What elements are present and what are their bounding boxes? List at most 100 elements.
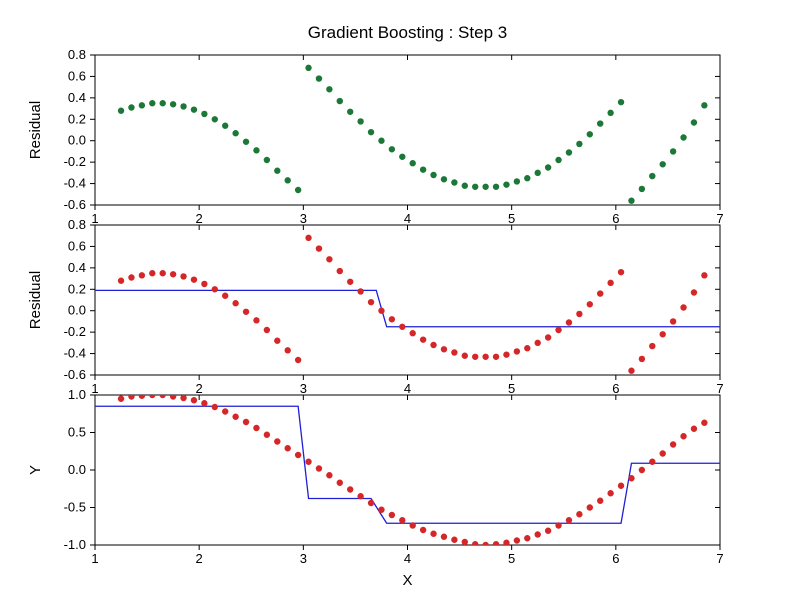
scatter-point	[139, 102, 145, 108]
scatter-point	[649, 173, 655, 179]
scatter-point	[305, 459, 311, 465]
chart-svg: Gradient Boosting : Step 31234567-0.6-0.…	[0, 0, 800, 600]
scatter-point	[264, 157, 270, 163]
scatter-point	[337, 480, 343, 486]
y-tick-label: 0.6	[68, 68, 86, 83]
x-tick-label: 5	[508, 551, 515, 566]
x-tick-label: 2	[196, 381, 203, 396]
x-tick-label: 7	[716, 381, 723, 396]
scatter-point	[576, 511, 582, 517]
scatter-point	[576, 311, 582, 317]
scatter-point	[430, 342, 436, 348]
scatter-point	[701, 420, 707, 426]
scatter-point	[160, 392, 166, 398]
y-axis-label: Residual	[27, 101, 44, 159]
scatter-point	[472, 184, 478, 190]
scatter-point	[545, 528, 551, 534]
scatter-point	[462, 183, 468, 189]
scatter-point	[295, 357, 301, 363]
scatter-point	[618, 483, 624, 489]
scatter-point	[232, 300, 238, 306]
scatter-point	[128, 393, 134, 399]
scatter-point	[243, 139, 249, 145]
scatter-point	[555, 327, 561, 333]
scatter-point	[160, 270, 166, 276]
scatter-point	[212, 286, 218, 292]
scatter-point	[670, 148, 676, 154]
y-tick-label: 0.5	[68, 425, 86, 440]
y-tick-label: -0.2	[64, 324, 86, 339]
y-tick-label: 1.0	[68, 387, 86, 402]
scatter-point	[316, 465, 322, 471]
scatter-point	[337, 268, 343, 274]
x-tick-label: 3	[300, 551, 307, 566]
scatter-point	[420, 166, 426, 172]
scatter-point	[305, 235, 311, 241]
scatter-point	[316, 75, 322, 81]
panel-0: 1234567-0.6-0.4-0.20.00.20.40.60.8Residu…	[27, 47, 724, 226]
scatter-point	[462, 539, 468, 545]
y-tick-label: 0.2	[68, 281, 86, 296]
scatter-point	[180, 273, 186, 279]
x-tick-label: 7	[716, 551, 723, 566]
scatter-point	[503, 540, 509, 546]
scatter-point	[649, 343, 655, 349]
scatter-point	[347, 279, 353, 285]
scatter-point	[389, 146, 395, 152]
x-tick-label: 1	[91, 211, 98, 226]
y-tick-label: -0.4	[64, 346, 86, 361]
scatter-point	[597, 120, 603, 126]
y-tick-label: 0.8	[68, 47, 86, 62]
scatter-point	[316, 245, 322, 251]
scatter-series	[118, 235, 708, 374]
scatter-point	[587, 504, 593, 510]
scatter-point	[503, 181, 509, 187]
scatter-point	[295, 187, 301, 193]
x-tick-label: 5	[508, 211, 515, 226]
scatter-point	[482, 184, 488, 190]
y-tick-label: -0.5	[64, 500, 86, 515]
scatter-point	[535, 170, 541, 176]
scatter-point	[201, 400, 207, 406]
y-tick-label: 0.2	[68, 111, 86, 126]
scatter-point	[285, 177, 291, 183]
x-tick-label: 6	[612, 551, 619, 566]
scatter-point	[503, 351, 509, 357]
scatter-point	[482, 542, 488, 548]
scatter-point	[191, 106, 197, 112]
scatter-point	[410, 160, 416, 166]
x-tick-label: 6	[612, 381, 619, 396]
y-tick-label: -0.6	[64, 367, 86, 382]
x-tick-label: 1	[91, 381, 98, 396]
scatter-point	[139, 272, 145, 278]
scatter-point	[149, 392, 155, 398]
scatter-point	[285, 445, 291, 451]
scatter-point	[347, 486, 353, 492]
scatter-point	[326, 472, 332, 478]
scatter-point	[180, 395, 186, 401]
scatter-point	[420, 336, 426, 342]
scatter-point	[368, 500, 374, 506]
scatter-point	[535, 340, 541, 346]
scatter-point	[587, 301, 593, 307]
panel-border	[95, 395, 720, 545]
scatter-point	[274, 338, 280, 344]
scatter-point	[597, 290, 603, 296]
scatter-point	[660, 331, 666, 337]
scatter-point	[566, 149, 572, 155]
scatter-point	[399, 324, 405, 330]
x-tick-label: 7	[716, 211, 723, 226]
scatter-point	[441, 176, 447, 182]
scatter-point	[399, 154, 405, 160]
scatter-point	[305, 65, 311, 71]
y-tick-label: 0.6	[68, 238, 86, 253]
scatter-point	[243, 309, 249, 315]
y-tick-label: 0.0	[68, 303, 86, 318]
scatter-point	[191, 397, 197, 403]
scatter-point	[670, 441, 676, 447]
scatter-point	[535, 531, 541, 537]
scatter-point	[378, 308, 384, 314]
scatter-point	[701, 102, 707, 108]
scatter-point	[222, 408, 228, 414]
scatter-point	[222, 293, 228, 299]
